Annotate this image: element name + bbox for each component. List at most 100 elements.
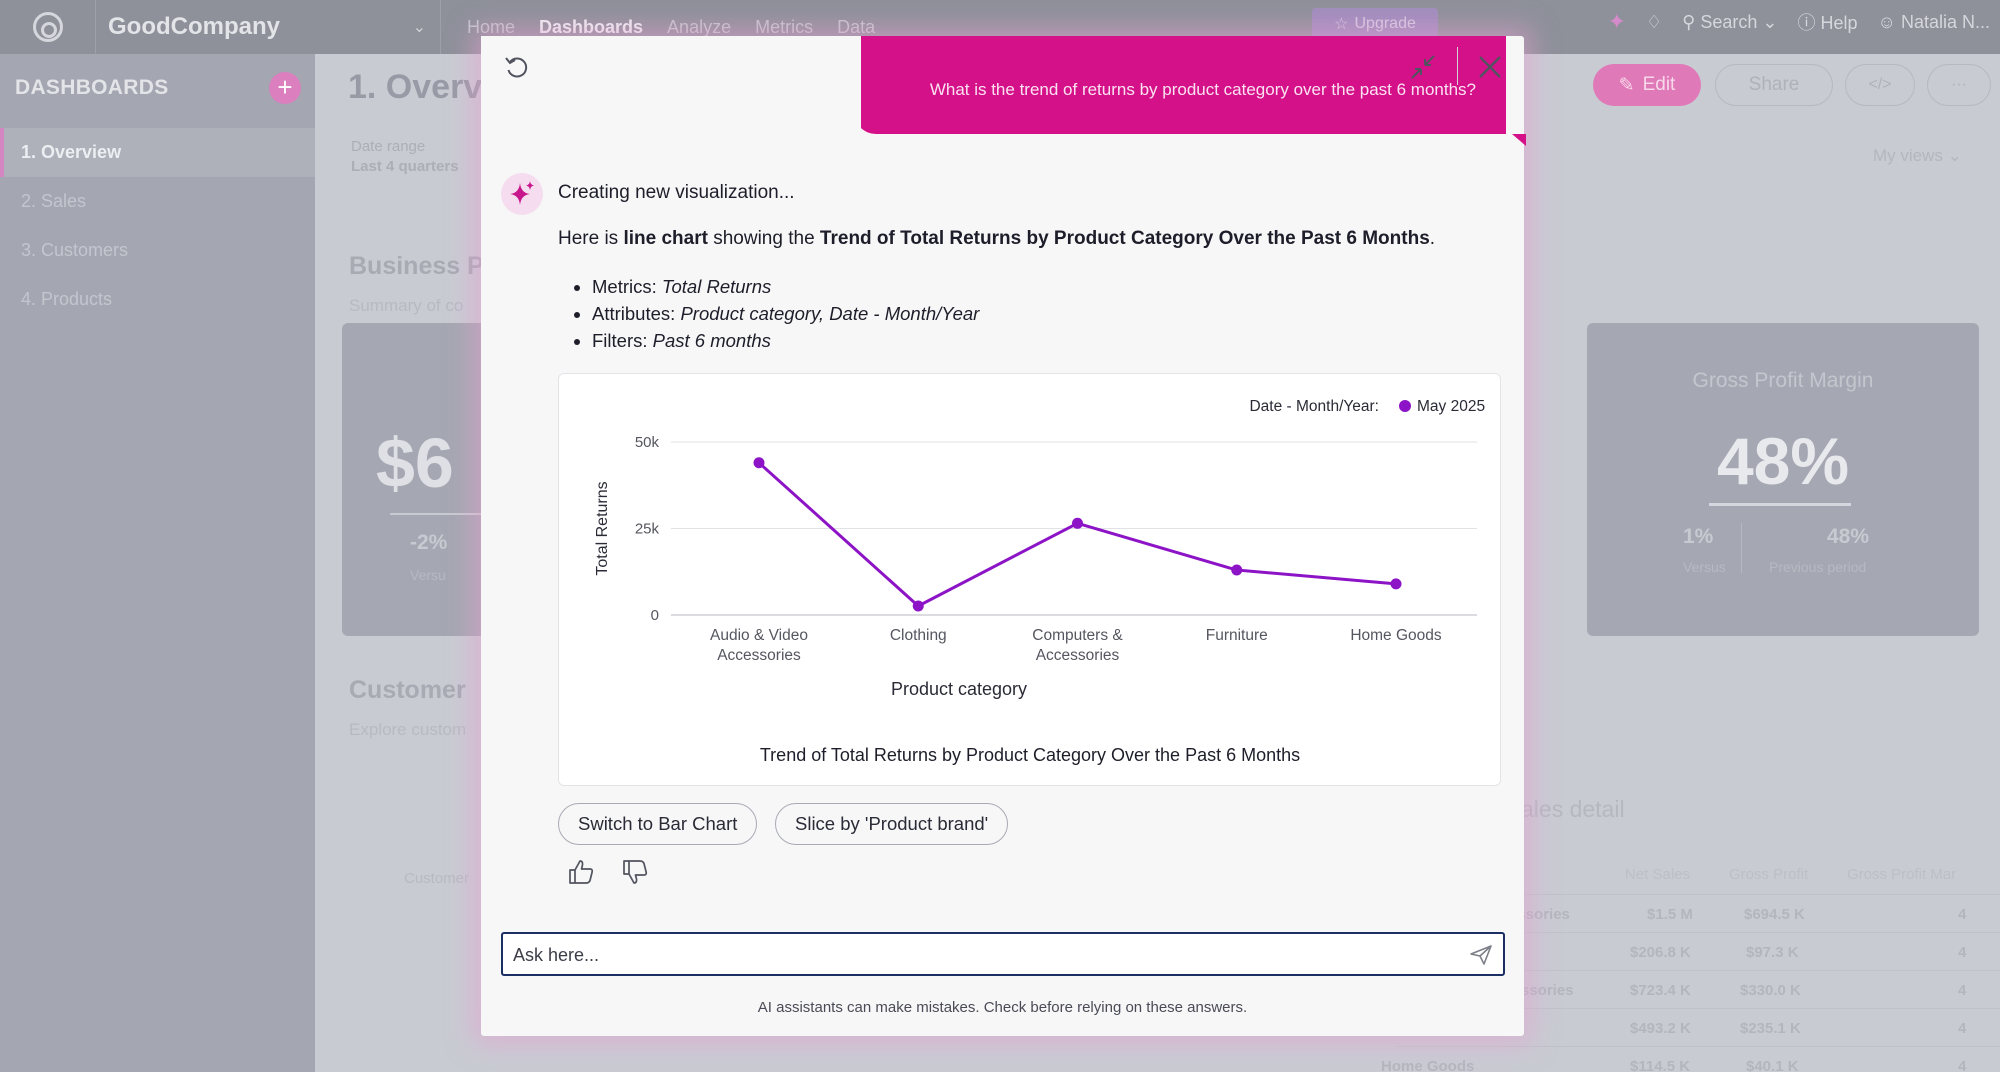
minimize-icon[interactable]: [1407, 51, 1439, 83]
date-range-label: Date range: [351, 138, 426, 155]
table-cell: $1.5 M: [1647, 906, 1693, 923]
response-chart-type: line chart: [623, 228, 708, 249]
ask-input[interactable]: Ask here...: [513, 945, 600, 965]
x-tick-label: Accessories: [1036, 647, 1120, 664]
chevron-down-icon: ⌄: [1947, 146, 1962, 165]
chevron-down-icon: ⌄: [412, 19, 426, 36]
thumbs-down-icon[interactable]: [619, 856, 651, 888]
user-menu[interactable]: ☺ Natalia N...: [1878, 12, 1990, 33]
table-header-net-sales[interactable]: Net Sales: [1625, 866, 1691, 883]
y-tick-label: 0: [651, 607, 659, 624]
table-divider: [1397, 970, 2000, 971]
date-range-filter[interactable]: Last 4 quarters: [351, 158, 459, 175]
user-message-tail: [1512, 134, 1526, 146]
section-subtitle: Summary of co: [349, 296, 464, 315]
kpi-previous-value: 48%: [1827, 525, 1870, 548]
help-label: Help: [1820, 13, 1858, 33]
kpi-divider: [1741, 523, 1742, 573]
table-cell: $97.3 K: [1746, 944, 1799, 961]
table-cell: $723.4 K: [1630, 982, 1691, 999]
embed-code-button[interactable]: </>: [1845, 64, 1915, 106]
nav-dashboards[interactable]: Dashboards: [539, 16, 644, 37]
nav-data[interactable]: Data: [837, 16, 876, 37]
detail-label: Attributes:: [592, 303, 681, 324]
kpi-value: 48%: [1716, 424, 1850, 498]
table-cell: $40.1 K: [1746, 1058, 1799, 1072]
search-button[interactable]: ⚲ Search ⌄: [1682, 12, 1777, 33]
list-item: Metrics: Total Returns: [592, 273, 979, 300]
ai-disclaimer: AI assistants can make mistakes. Check b…: [757, 999, 1248, 1016]
response-chart-title: Trend of Total Returns by Product Catego…: [819, 228, 1430, 249]
ai-sparkle-icon: [510, 181, 534, 205]
ask-input-box[interactable]: Ask here...: [501, 932, 1505, 976]
send-icon[interactable]: [1469, 943, 1493, 967]
sidebar-item-customers[interactable]: 3. Customers: [21, 240, 129, 260]
table-cell: 4: [1958, 1020, 1967, 1037]
table-cell: $235.1 K: [1740, 1020, 1801, 1037]
switch-to-bar-chart-button[interactable]: Switch to Bar Chart: [558, 803, 758, 845]
response-prefix: Here is: [558, 228, 624, 249]
help-icon: ⓘ: [1797, 13, 1816, 33]
logo[interactable]: [0, 0, 96, 54]
header-divider: [1457, 47, 1458, 85]
kpi-card-left[interactable]: $6 -2% Versu: [342, 323, 490, 636]
y-tick-label: 50k: [635, 434, 660, 451]
help-button[interactable]: ⓘ Help: [1798, 9, 1858, 35]
sidebar-item-products[interactable]: 4. Products: [21, 289, 113, 309]
pencil-icon: ✎: [1618, 74, 1635, 96]
kpi-title: Gross Profit Margin: [1692, 369, 1874, 392]
nav-metrics[interactable]: Metrics: [755, 16, 814, 37]
data-point: [753, 457, 765, 469]
ai-status-text: Creating new visualization...: [558, 182, 795, 203]
list-item: Attributes: Product category, Date - Mon…: [592, 300, 979, 327]
ai-sparkle-icon[interactable]: ✦: [1607, 9, 1626, 34]
table-cell: $493.2 K: [1630, 1020, 1691, 1037]
customer-axis-label: Customer: [404, 870, 470, 887]
y-axis-label: Total Returns: [594, 481, 611, 575]
table-cell: 4: [1958, 906, 1967, 923]
user-message-text: What is the trend of returns by product …: [929, 80, 1476, 99]
list-item: Filters: Past 6 months: [592, 327, 979, 354]
edit-label: Edit: [1642, 74, 1676, 95]
chart-card[interactable]: 0 25k 50k Total Returns Audio & Video Accesso…: [558, 373, 1501, 786]
sidebar-item-overview[interactable]: 1. Overview: [0, 128, 315, 177]
detail-label: Filters:: [592, 330, 653, 351]
data-point: [912, 600, 924, 612]
table-header-gross-profit-margin[interactable]: Gross Profit Mar: [1847, 866, 1957, 883]
share-button[interactable]: Share: [1715, 64, 1833, 106]
table-header-gross-profit[interactable]: Gross Profit: [1729, 866, 1809, 883]
upgrade-button[interactable]: ☆ Upgrade: [1312, 8, 1438, 40]
more-options-button[interactable]: ···: [1927, 64, 1991, 106]
section-title: Customer: [349, 676, 466, 704]
add-dashboard-button[interactable]: +: [269, 72, 301, 104]
data-point: [1390, 578, 1402, 590]
chevron-down-icon: ⌄: [1762, 11, 1778, 32]
kpi-card-gross-profit-margin[interactable]: Gross Profit Margin 48% 1% Versus 48% Pr…: [1587, 323, 1979, 636]
bell-icon[interactable]: ♢: [1646, 11, 1663, 32]
sidebar-item-sales[interactable]: 2. Sales: [21, 191, 87, 211]
table-cell: $206.8 K: [1630, 944, 1691, 961]
table-cell: 4: [1958, 944, 1967, 961]
x-tick-label: Audio & Video: [710, 627, 808, 644]
sidebar: DASHBOARDS + 1. Overview 2. Sales 3. Cus…: [0, 54, 315, 1072]
table-cell: ssories: [1521, 982, 1574, 999]
close-icon[interactable]: [1476, 53, 1504, 81]
workspace-switcher[interactable]: GoodCompany ⌄: [96, 0, 441, 54]
thumbs-up-icon[interactable]: [565, 856, 597, 888]
nav-home[interactable]: Home: [467, 16, 516, 37]
sidebar-title: DASHBOARDS: [15, 76, 169, 99]
my-views-dropdown[interactable]: My views ⌄: [1873, 146, 1962, 166]
y-tick-label: 25k: [635, 521, 660, 538]
section-subtitle: Explore custom: [349, 720, 467, 739]
reset-conversation-icon[interactable]: [502, 53, 532, 83]
chart-title: Trend of Total Returns by Product Catego…: [760, 745, 1300, 765]
x-axis-label: Product category: [891, 679, 1027, 699]
slice-by-product-brand-button[interactable]: Slice by 'Product brand': [775, 803, 1009, 845]
star-icon: ☆: [1334, 16, 1349, 33]
nav-analyze[interactable]: Analyze: [667, 16, 732, 37]
table-divider: [1397, 894, 2000, 895]
code-icon: </>: [1868, 76, 1892, 93]
ai-response-text: Here is line chart showing the Trend of …: [558, 228, 1435, 250]
my-views-label: My views: [1873, 146, 1943, 165]
edit-button[interactable]: ✎ Edit: [1593, 64, 1701, 106]
